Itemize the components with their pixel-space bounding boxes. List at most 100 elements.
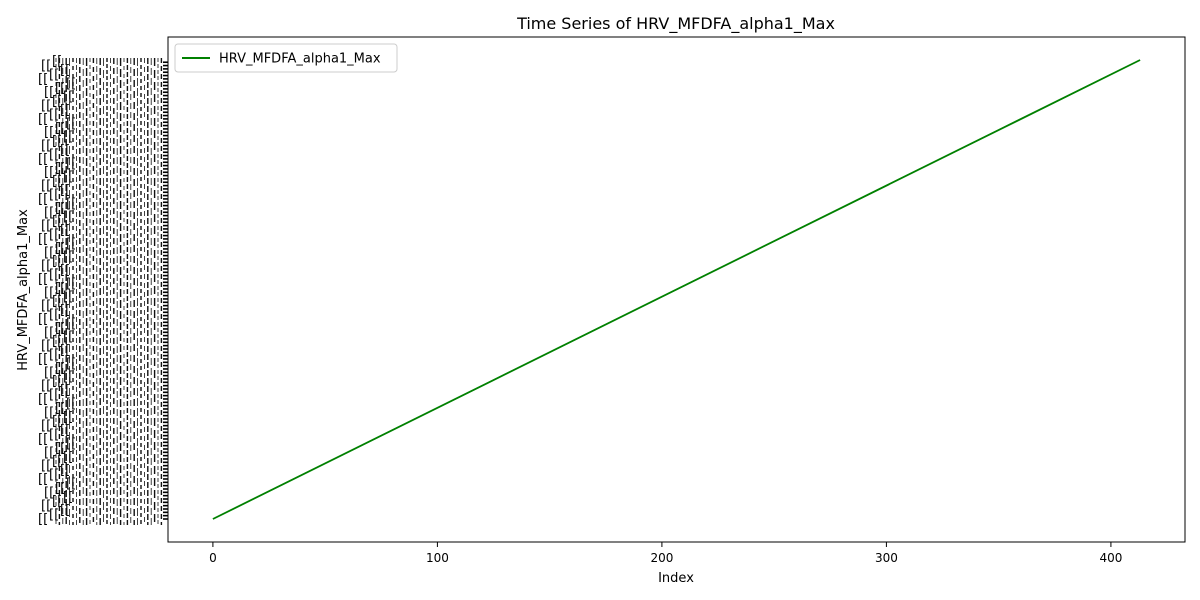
y-tick-label: [[ [49,107,59,122]
legend: HRV_MFDFA_alpha1_Max [174,43,398,73]
y-tick-label: [[ [66,316,76,331]
y-axis-label: HRV_MFDFA_alpha1_Max [16,209,31,371]
y-tick-label: [[ [60,423,70,438]
y-tick-label: [[ [49,348,59,363]
y-tick-label-clutter: [[[[[[[[[[[[[[[[[[[[[[[[[[[[[[[[[[[[[[[[… [38,54,163,527]
y-tick-label: [[ [44,325,54,340]
y-tick-label: [[ [66,196,76,211]
y-tick-label: [[ [63,490,73,505]
y-tick-label: [[ [66,76,76,91]
y-tick-label: [[ [38,72,48,87]
y-tick-label: [[ [66,476,76,491]
x-tick-label: 200 [650,551,673,565]
y-tick-label: [[ [60,263,70,278]
y-tick-label: [[ [52,134,62,149]
y-tick-label: [[ [52,54,62,69]
series-line-hrv-mfdfa-alpha1-max [212,59,1141,520]
y-tick-label: [[ [49,308,59,323]
x-axis-label: Index [658,571,694,586]
y-tick-label: [[ [44,245,54,260]
y-tick-label: [[ [63,450,73,465]
y-tick-label: [[ [52,374,62,389]
y-tick-label: [[ [41,139,51,154]
y-tick-label: [[ [49,508,59,523]
y-tick-label: [[ [63,410,73,425]
y-tick-label: [[ [55,321,65,336]
y-tick-label: [[ [60,303,70,318]
y-tick-label: [[ [44,365,54,380]
y-tick-label: [[ [60,183,70,198]
y-tick-label: [[ [41,259,51,274]
y-tick-label: [[ [66,356,76,371]
y-tick-label: [[ [38,312,48,327]
y-tick-label: [[ [49,187,59,202]
y-tick-label: [[ [38,352,48,367]
y-tick-label: [[ [38,432,48,447]
y-tick-label: [[ [44,445,54,460]
y-tick-label: [[ [49,227,59,242]
y-tick-label: [[ [49,147,59,162]
y-tick-label: [[ [63,170,73,185]
y-tick-label: [[ [66,116,76,131]
y-tick-label: [[ [41,59,51,74]
y-tick-label: [[ [52,414,62,429]
y-tick-label: [[ [60,223,70,238]
y-tick-label: [[ [52,454,62,469]
y-tick-label: [[ [52,174,62,189]
y-tick-label: [[ [44,165,54,180]
y-tick-label: [[ [60,63,70,78]
y-tick-label: [[ [60,503,70,518]
y-tick-label: [[ [49,67,59,82]
y-tick-label: [[ [60,103,70,118]
legend-box [174,43,398,73]
chart-title: Time Series of HRV_MFDFA_alpha1_Max [516,14,835,34]
y-tick-label: [[ [44,85,54,100]
plot-frame [167,36,1186,543]
y-tick-label: [[ [41,499,51,514]
y-tick-label: [[ [52,334,62,349]
y-tick-label: [[ [55,161,65,176]
y-tick-label: [[ [38,192,48,207]
y-tick-label: [[ [63,290,73,305]
y-tick-label: [[ [49,428,59,443]
y-tick-label: [[ [38,272,48,287]
y-tick-label: [[ [60,383,70,398]
y-tick-label: [[ [55,201,65,216]
y-tick-label: [[ [44,405,54,420]
y-tick-label: [[ [41,179,51,194]
y-tick-label: [[ [66,436,76,451]
y-tick-label: [[ [38,112,48,127]
y-tick-label: [[ [49,267,59,282]
y-tick-label: [[ [38,152,48,167]
y-tick-label: [[ [52,94,62,109]
y-tick-label: [[ [55,121,65,136]
y-tick-label: [[ [66,236,76,251]
y-tick-label: [[ [55,441,65,456]
y-ticks [163,61,168,520]
y-tick-label: [[ [60,143,70,158]
y-tick-label: [[ [49,468,59,483]
y-tick-label: [[ [44,285,54,300]
y-tick-label: [[ [52,214,62,229]
y-tick-label: [[ [55,81,65,96]
y-tick-label: [[ [63,370,73,385]
y-tick-label: [[ [60,343,70,358]
y-tick-label: [[ [55,281,65,296]
y-tick-label: [[ [52,294,62,309]
y-tick-label: [[ [60,463,70,478]
y-tick-label: [[ [63,210,73,225]
x-tick-label: 400 [1099,551,1122,565]
y-tick-label: [[ [66,156,76,171]
y-tick-label: [[ [63,250,73,265]
y-tick-label: [[ [55,361,65,376]
y-tick-label: [[ [55,241,65,256]
y-tick-label: [[ [52,494,62,509]
x-axis-ticks: 0 100 200 300 400 [209,542,1122,565]
y-tick-label: [[ [63,90,73,105]
y-tick-label: [[ [38,232,48,247]
y-tick-label: [[ [55,401,65,416]
y-tick-label: [[ [49,388,59,403]
x-tick-label: 300 [875,551,898,565]
y-tick-label: [[ [63,330,73,345]
